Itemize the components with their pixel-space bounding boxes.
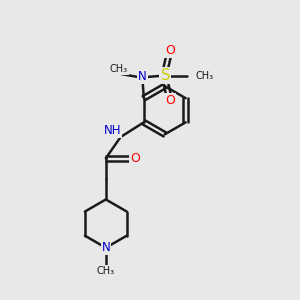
Text: N: N [138, 70, 147, 83]
Text: CH₃: CH₃ [110, 64, 128, 74]
Text: CH₃: CH₃ [97, 266, 115, 276]
Text: O: O [130, 152, 140, 165]
Text: O: O [165, 44, 175, 57]
Text: NH: NH [103, 124, 121, 137]
Text: N: N [101, 241, 110, 254]
Text: O: O [165, 94, 175, 107]
Text: CH₃: CH₃ [196, 70, 214, 80]
Text: S: S [160, 68, 170, 83]
